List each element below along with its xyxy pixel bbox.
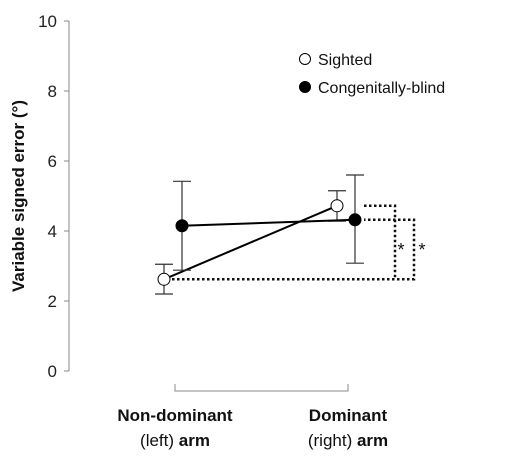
data-point-congenitally-blind: [348, 213, 362, 227]
y-tick-label: 0: [48, 362, 57, 381]
significance-label: *: [418, 240, 425, 260]
legend-label: Congenitally-blind: [318, 80, 445, 97]
x-axis-line: [174, 384, 349, 392]
legend-marker-sighted: [299, 53, 311, 65]
significance-bracket-blind: [172, 218, 416, 281]
series-line-sighted: [163, 204, 338, 281]
x-tick-label: Dominant: [309, 406, 388, 425]
x-tick-label-sub: (right) arm: [308, 431, 388, 450]
y-tick-label: 6: [48, 152, 57, 171]
x-tick-label-sub-bold: arm: [179, 431, 210, 450]
y-tick-label: 4: [48, 222, 57, 241]
series-line-congenitally-blind: [181, 218, 356, 227]
legend-marker-congenitally-blind: [299, 81, 311, 93]
significance-label: *: [397, 240, 404, 260]
y-axis-label: Variable signed error (°): [9, 100, 28, 292]
y-tick-label: 10: [38, 12, 57, 31]
x-tick-label-sub-normal: (right): [308, 431, 357, 450]
x-tick-label-sub-bold: arm: [357, 431, 388, 450]
data-point-congenitally-blind: [175, 219, 189, 233]
x-tick-label: Non-dominant: [117, 406, 233, 425]
y-tick-label: 8: [48, 82, 57, 101]
y-tick-label: 2: [48, 292, 57, 311]
x-tick-label-sub-normal: (left): [140, 431, 179, 450]
significance-bracket-sighted: [172, 204, 397, 281]
data-point-sighted: [157, 272, 171, 286]
data-point-sighted: [330, 199, 344, 213]
x-tick-label-sub: (left) arm: [140, 431, 210, 450]
legend-label: Sighted: [318, 52, 372, 69]
